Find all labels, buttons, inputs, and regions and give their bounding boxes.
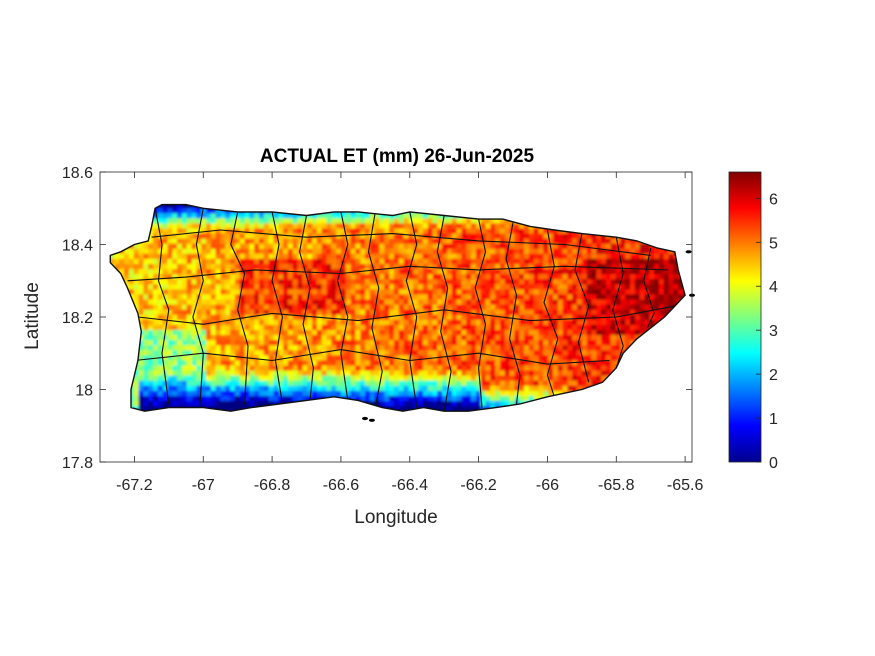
municipality-boundary [474, 218, 487, 408]
municipality-boundary [543, 229, 559, 397]
y-tick-label: 18.4 [62, 238, 93, 255]
x-tick-label: -66.4 [392, 477, 429, 494]
municipality-boundaries [127, 208, 675, 412]
chart-title: ACTUAL ET (mm) 26-Jun-2025 [260, 146, 535, 167]
island-coastline [109, 203, 686, 412]
x-tick-label: -67.2 [116, 477, 153, 494]
y-tick-label: 18 [75, 383, 93, 400]
colorbar-tick-label: 6 [769, 191, 778, 208]
municipality-boundary [271, 211, 283, 405]
y-axis: 17.8 18 18.2 18.4 18.6 [62, 165, 692, 472]
y-tick-label: 17.8 [62, 455, 93, 472]
municipality-boundary [151, 229, 651, 256]
offshore-cays [362, 250, 695, 422]
x-tick-label: -66.8 [254, 477, 291, 494]
municipality-boundary [134, 349, 610, 365]
municipality-boundary [612, 237, 624, 368]
x-tick-label: -66.6 [323, 477, 360, 494]
colorbar-tick-label: 3 [769, 323, 778, 340]
colorbar-tick-label: 4 [769, 279, 778, 296]
municipality-boundary [643, 247, 655, 329]
cay-marker [685, 250, 692, 254]
municipality-boundary [154, 208, 170, 405]
x-tick-label: -65.8 [598, 477, 635, 494]
y-tick-label: 18.2 [62, 310, 93, 327]
colorbar-tick-label: 0 [769, 455, 778, 472]
x-tick-label: -66 [536, 477, 559, 494]
municipality-boundary [299, 215, 314, 401]
municipality-boundary [230, 211, 249, 405]
municipality-boundary [137, 305, 675, 325]
colorbar-axis: 0 1 2 3 4 5 6 [756, 191, 778, 472]
x-tick-label: -66.2 [460, 477, 497, 494]
municipality-boundary [127, 265, 668, 282]
municipality-boundary [505, 222, 521, 405]
municipality-boundary [367, 211, 383, 408]
municipality-boundary [336, 211, 349, 401]
x-axis-label: Longitude [354, 507, 437, 528]
cay-marker [362, 416, 368, 421]
municipality-boundary [192, 208, 204, 408]
x-tick-label: -67 [192, 477, 215, 494]
x-tick-label: -65.6 [667, 477, 704, 494]
y-tick-label: 18.6 [62, 165, 93, 182]
colorbar-tick-label: 2 [769, 367, 778, 384]
y-axis-label: Latitude [22, 282, 43, 350]
municipality-boundary [574, 233, 590, 383]
colorbar [728, 171, 762, 463]
colorbar-tick-label: 1 [769, 411, 778, 428]
cay-marker [368, 418, 375, 422]
municipality-boundary [405, 211, 418, 408]
colorbar-tick-label: 5 [769, 235, 778, 252]
x-axis: -67.2 -67 -66.8 -66.6 -66.4 -66.2 -66 -65.8 -65.… [116, 172, 703, 494]
